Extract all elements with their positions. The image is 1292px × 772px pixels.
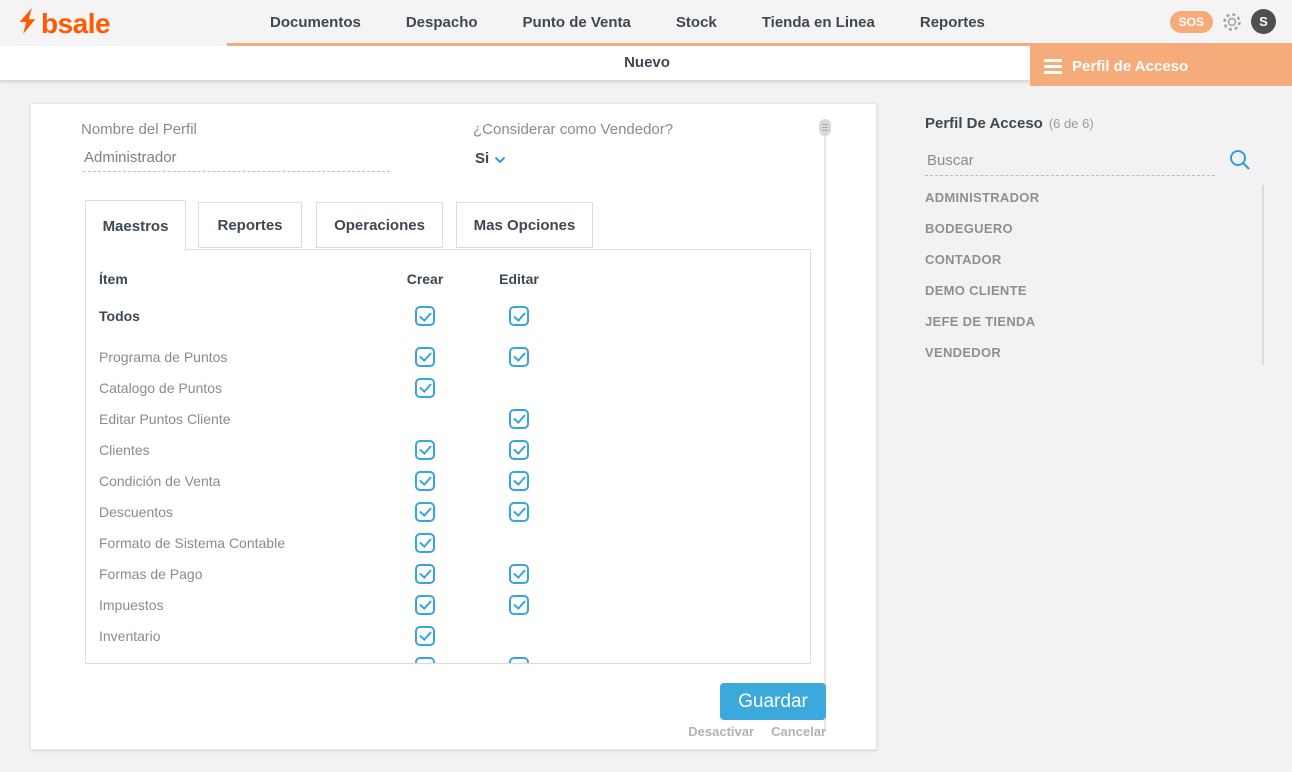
item-label: Programa de Puntos bbox=[99, 348, 228, 365]
profile-list-item-jefe-de-tienda[interactable]: JEFE DE TIENDA bbox=[925, 314, 1036, 329]
tab-mas-opciones[interactable]: Mas Opciones bbox=[456, 202, 593, 248]
vendor-question-label: ¿Considerar como Vendedor? bbox=[473, 121, 674, 138]
profile-name-label: Nombre del Perfil bbox=[81, 121, 197, 138]
edit-checkbox[interactable] bbox=[509, 594, 529, 615]
item-label: Condición de Venta bbox=[99, 472, 221, 489]
vendor-select-value: Si bbox=[475, 150, 490, 167]
table-row: Programa de Puntos bbox=[86, 341, 810, 372]
table-header-row: Ítem Crear Editar bbox=[86, 266, 810, 296]
item-column-header: Ítem bbox=[99, 271, 128, 287]
create-checkbox[interactable] bbox=[415, 563, 435, 584]
sidebar-scrollbar-track bbox=[1262, 185, 1264, 365]
permissions-panel: Ítem Crear Editar Todos Programa de Punto… bbox=[85, 249, 811, 664]
table-row: Editar Puntos Cliente bbox=[86, 403, 810, 434]
create-checkbox[interactable] bbox=[415, 656, 435, 663]
table-row: Descuentos bbox=[86, 496, 810, 527]
profile-list-item-vendedor[interactable]: VENDEDOR bbox=[925, 345, 1002, 360]
table-row bbox=[86, 651, 810, 663]
gear-icon[interactable] bbox=[1221, 11, 1243, 33]
create-checkbox[interactable] bbox=[415, 501, 435, 522]
item-label: Formas de Pago bbox=[99, 565, 203, 582]
chevron-down-icon bbox=[494, 156, 506, 164]
subnav-bar bbox=[0, 46, 1030, 80]
item-label: Catalogo de Puntos bbox=[99, 379, 222, 396]
sidebar-header: Perfil De Acceso (6 de 6) bbox=[925, 115, 1094, 132]
profile-list-item-contador[interactable]: CONTADOR bbox=[925, 252, 1002, 267]
create-checkbox[interactable] bbox=[415, 594, 435, 615]
save-button[interactable]: Guardar bbox=[720, 683, 826, 720]
profile-list-item-administrador[interactable]: ADMINISTRADOR bbox=[925, 190, 1040, 205]
edit-checkbox[interactable] bbox=[509, 501, 529, 522]
create-checkbox[interactable] bbox=[415, 377, 435, 398]
create-column-header: Crear bbox=[406, 271, 444, 287]
card-scrollbar-track bbox=[824, 132, 826, 732]
item-label: Todos bbox=[99, 308, 140, 324]
edit-checkbox[interactable] bbox=[509, 656, 529, 663]
sidebar-count-badge: (6 de 6) bbox=[1048, 116, 1094, 131]
edit-checkbox[interactable] bbox=[509, 563, 529, 584]
cancel-link[interactable]: Cancelar bbox=[771, 724, 826, 739]
table-row: Impuestos bbox=[86, 589, 810, 620]
search-input[interactable] bbox=[925, 148, 1215, 176]
edit-checkbox[interactable] bbox=[509, 439, 529, 460]
create-checkbox[interactable] bbox=[415, 346, 435, 367]
create-checkbox[interactable] bbox=[415, 306, 435, 326]
item-label: Clientes bbox=[99, 441, 150, 458]
active-section-label: Perfil de Acceso bbox=[1072, 57, 1189, 75]
item-label: Impuestos bbox=[99, 596, 164, 613]
edit-checkbox[interactable] bbox=[509, 306, 529, 326]
profile-list-item-demo-cliente[interactable]: DEMO CLIENTE bbox=[925, 283, 1027, 298]
edit-column-header: Editar bbox=[499, 271, 539, 287]
main-nav: Documentos Despacho Punto de Venta Stock Tie… bbox=[270, 0, 985, 44]
brand-name: bsale bbox=[41, 7, 111, 39]
hamburger-icon bbox=[1044, 58, 1062, 74]
user-avatar[interactable]: S bbox=[1251, 9, 1276, 34]
table-row: Condición de Venta bbox=[86, 465, 810, 496]
table-row: Formas de Pago bbox=[86, 558, 810, 589]
deactivate-link[interactable]: Desactivar bbox=[688, 724, 755, 739]
create-checkbox[interactable] bbox=[415, 532, 435, 553]
create-checkbox[interactable] bbox=[415, 439, 435, 460]
top-nav-bar: bsale Documentos Despacho Punto de Venta St… bbox=[0, 0, 1292, 46]
new-button[interactable]: Nuevo bbox=[624, 54, 670, 71]
profile-list: ADMINISTRADOR BODEGUERO CONTADOR DEMO CLIEN… bbox=[925, 182, 1255, 368]
nav-accent-underline bbox=[227, 43, 1292, 46]
table-row: Inventario bbox=[86, 620, 810, 651]
create-checkbox[interactable] bbox=[415, 470, 435, 491]
table-row: Clientes bbox=[86, 434, 810, 465]
edit-checkbox[interactable] bbox=[509, 470, 529, 491]
vendor-select[interactable]: Si bbox=[475, 150, 506, 167]
sidebar-title: Perfil De Acceso bbox=[925, 115, 1043, 132]
item-label: Editar Puntos Cliente bbox=[99, 410, 231, 427]
active-section-tab[interactable]: Perfil de Acceso bbox=[1030, 46, 1292, 86]
bsale-logo[interactable]: bsale bbox=[18, 7, 111, 40]
bsale-bolt-icon bbox=[18, 7, 37, 40]
edit-checkbox[interactable] bbox=[509, 346, 529, 367]
permissions-table-body: Todos Programa de Puntos Catalogo de Punto… bbox=[86, 296, 810, 663]
nav-item-reportes[interactable]: Reportes bbox=[919, 13, 985, 31]
table-row: Catalogo de Puntos bbox=[86, 372, 810, 403]
item-label: Formato de Sistema Contable bbox=[99, 534, 285, 551]
card-scrollbar-thumb[interactable] bbox=[819, 119, 831, 136]
nav-item-stock[interactable]: Stock bbox=[675, 13, 717, 31]
tab-maestros[interactable]: Maestros bbox=[85, 200, 186, 251]
nav-item-punto-de-venta[interactable]: Punto de Venta bbox=[522, 13, 631, 31]
sos-badge[interactable]: SOS bbox=[1169, 10, 1213, 33]
nav-item-despacho[interactable]: Despacho bbox=[405, 13, 478, 31]
table-row: Todos bbox=[86, 296, 810, 336]
tab-reportes[interactable]: Reportes bbox=[198, 202, 302, 248]
edit-checkbox[interactable] bbox=[509, 408, 529, 429]
item-label: Inventario bbox=[99, 627, 161, 644]
create-checkbox[interactable] bbox=[415, 625, 435, 646]
profile-list-item-bodeguero[interactable]: BODEGUERO bbox=[925, 221, 1013, 236]
table-row: Formato de Sistema Contable bbox=[86, 527, 810, 558]
profile-name-input[interactable] bbox=[83, 146, 390, 172]
tab-operaciones[interactable]: Operaciones bbox=[316, 202, 443, 248]
item-label: Descuentos bbox=[99, 503, 173, 520]
profile-form-card: Nombre del Perfil ¿Considerar como Vende… bbox=[30, 103, 877, 750]
nav-item-documentos[interactable]: Documentos bbox=[270, 13, 361, 31]
search-icon[interactable] bbox=[1228, 148, 1252, 177]
nav-item-tienda-en-linea[interactable]: Tienda en Linea bbox=[761, 13, 875, 31]
